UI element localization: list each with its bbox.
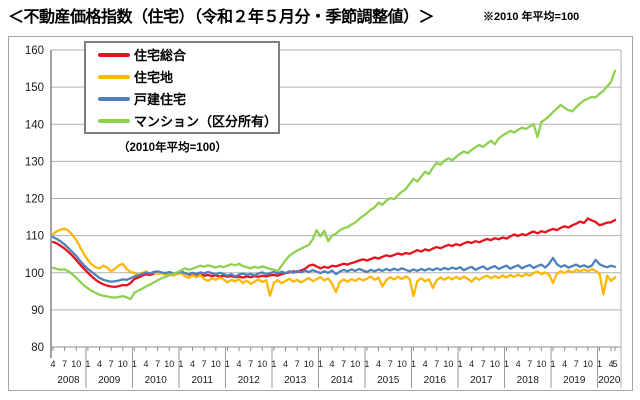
x-month-label: 4	[283, 359, 288, 369]
x-month-label: 7	[388, 359, 393, 369]
x-month-label: 4	[469, 359, 474, 369]
y-axis-label-130: 130	[25, 156, 44, 168]
x-month-label: 1	[318, 359, 323, 369]
x-month-label: 10	[118, 359, 128, 369]
x-year-label-2020: 2020	[598, 375, 621, 386]
x-month-label: 1	[504, 359, 509, 369]
x-month-label: 4	[50, 359, 55, 369]
x-month-label: 7	[109, 359, 114, 369]
x-year-label-2017: 2017	[470, 375, 493, 386]
x-month-label: 5	[612, 359, 617, 369]
series-line-3	[51, 69, 617, 301]
legend-item-label-2: 戸建住宅	[134, 92, 187, 107]
legend-swatch-0	[98, 52, 130, 57]
x-year-label-2015: 2015	[377, 375, 400, 386]
legend-swatch-1	[98, 74, 130, 79]
x-month-label: 1	[550, 359, 555, 369]
x-month-label: 10	[304, 359, 314, 369]
x-month-label: 10	[397, 359, 407, 369]
series-line-2	[51, 235, 617, 283]
note-2010-average: ※2010 年平均=100	[483, 11, 580, 23]
x-year-label-2018: 2018	[517, 375, 540, 386]
legend-swatch-2	[98, 96, 130, 101]
x-year-label-2011: 2011	[191, 375, 213, 386]
page-title: ＜不動産価格指数（住宅）（令和２年５月分・季節調整値）＞	[8, 9, 435, 26]
x-month-label: 4	[609, 359, 614, 369]
x-month-label: 7	[434, 359, 439, 369]
x-month-label: 4	[376, 359, 381, 369]
x-month-label: 4	[97, 359, 102, 369]
x-month-label: 1	[225, 359, 230, 369]
x-month-label: 4	[562, 359, 567, 369]
legend-item-3: マンション（区分所有）	[98, 112, 278, 129]
legend-item-label-1: 住宅地	[134, 70, 174, 85]
x-month-label: 7	[62, 359, 67, 369]
x-month-label: 10	[350, 359, 360, 369]
legend-item-0: 住宅総合	[98, 46, 278, 63]
x-year-label-2008: 2008	[57, 375, 80, 386]
legend-swatch-3	[98, 118, 130, 123]
y-axis-label-80: 80	[31, 342, 44, 354]
x-month-label: 1	[271, 359, 276, 369]
axes	[50, 50, 622, 388]
x-month-label: 4	[516, 359, 521, 369]
y-axis-label-150: 150	[25, 82, 44, 94]
legend-item-2: 戸建住宅	[98, 90, 278, 107]
x-month-label: 4	[237, 359, 242, 369]
x-month-label: 10	[211, 359, 221, 369]
y-axis-label-160: 160	[25, 45, 44, 57]
x-year-label-2010: 2010	[145, 375, 168, 386]
x-month-label: 1	[411, 359, 416, 369]
x-month-label: 1	[364, 359, 369, 369]
x-month-label: 7	[341, 359, 346, 369]
x-month-label: 7	[155, 359, 160, 369]
x-month-label: 7	[574, 359, 579, 369]
x-month-label: 10	[443, 359, 453, 369]
x-month-label: 1	[457, 359, 462, 369]
y-axis-label-120: 120	[25, 194, 44, 206]
x-year-label-2012: 2012	[238, 375, 261, 386]
series-line-0	[51, 217, 617, 289]
x-month-label: 1	[178, 359, 183, 369]
x-month-label: 10	[490, 359, 500, 369]
x-year-label-2009: 2009	[98, 375, 121, 386]
y-axis-label-140: 140	[25, 119, 44, 131]
chart-legend: 住宅総合住宅地戸建住宅マンション（区分所有）	[84, 41, 280, 134]
x-month-label: 10	[536, 359, 546, 369]
y-axis-label-100: 100	[25, 268, 44, 280]
x-month-label: 4	[330, 359, 335, 369]
legend-item-label-0: 住宅総合	[134, 48, 187, 63]
legend-item-label-3: マンション（区分所有）	[134, 114, 278, 129]
x-year-label-2013: 2013	[284, 375, 307, 386]
x-month-label: 4	[144, 359, 149, 369]
series-line-1	[51, 227, 617, 298]
x-month-label: 7	[202, 359, 207, 369]
y-axis-label-110: 110	[26, 231, 44, 243]
x-month-label: 1	[132, 359, 137, 369]
series-lines	[51, 69, 617, 301]
x-month-label: 10	[164, 359, 174, 369]
legend-note: （2010年平均=100）	[118, 142, 227, 154]
x-month-label: 10	[583, 359, 593, 369]
x-year-label-2014: 2014	[331, 375, 354, 386]
x-month-label: 7	[527, 359, 532, 369]
x-month-label: 10	[71, 359, 81, 369]
x-month-label: 7	[248, 359, 253, 369]
x-month-label: 7	[481, 359, 486, 369]
x-month-label: 7	[295, 359, 300, 369]
x-month-label: 4	[190, 359, 195, 369]
y-axis-label-90: 90	[31, 305, 44, 317]
x-month-label: 10	[257, 359, 267, 369]
x-month-label: 1	[85, 359, 90, 369]
x-year-label-2016: 2016	[424, 375, 447, 386]
legend-item-1: 住宅地	[98, 68, 278, 85]
x-month-label: 4	[423, 359, 428, 369]
x-year-label-2019: 2019	[563, 375, 586, 386]
x-month-label: 1	[597, 359, 602, 369]
